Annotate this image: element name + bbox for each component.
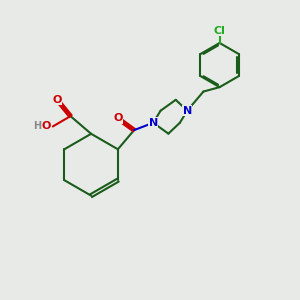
- Text: N: N: [148, 118, 158, 128]
- Text: O: O: [42, 121, 51, 131]
- Text: O: O: [52, 95, 62, 105]
- Text: Cl: Cl: [214, 26, 226, 36]
- Text: H: H: [34, 121, 42, 131]
- Text: O: O: [113, 113, 123, 123]
- Text: N: N: [183, 106, 192, 116]
